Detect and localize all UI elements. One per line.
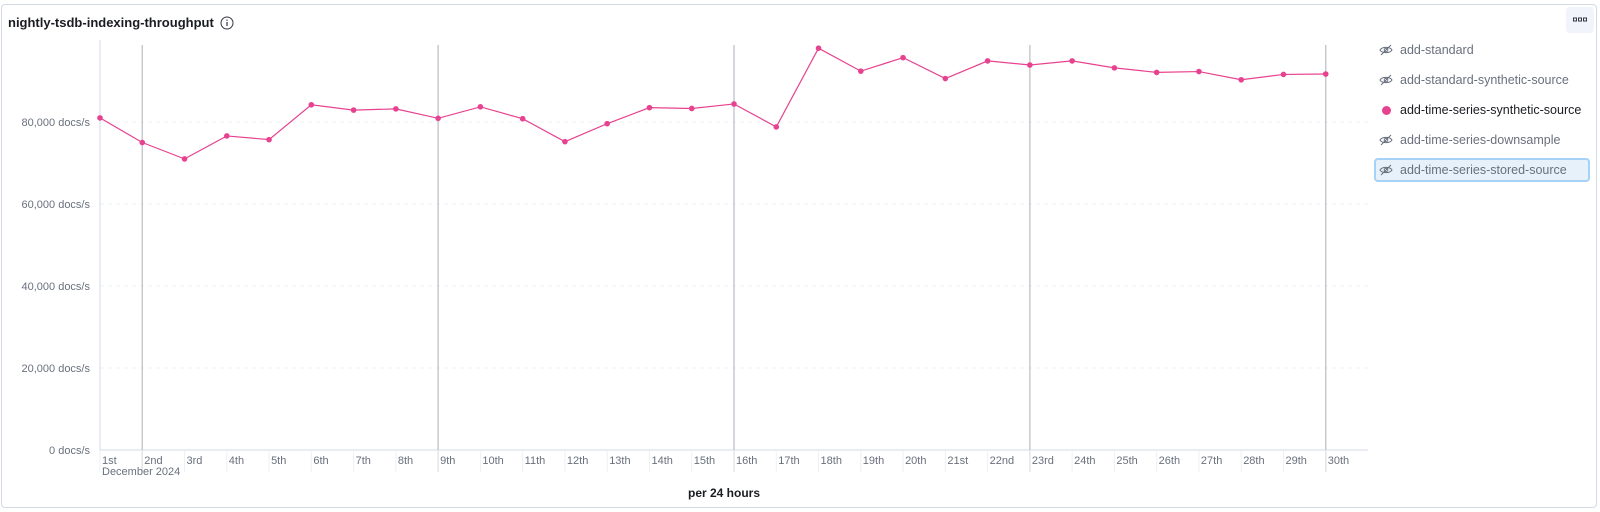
x-tick-label: 6th xyxy=(313,455,328,467)
data-point xyxy=(900,54,906,61)
data-point xyxy=(1322,71,1329,77)
data-point xyxy=(97,115,103,121)
data-point xyxy=(350,107,357,113)
data-point xyxy=(1111,65,1118,71)
info-circle-icon[interactable] xyxy=(220,16,234,30)
eye-closed-icon xyxy=(1378,42,1394,58)
data-point xyxy=(1196,68,1202,75)
x-tick-label: 15th xyxy=(694,455,715,467)
data-point xyxy=(1153,69,1160,76)
x-tick-label: 7th xyxy=(356,455,371,467)
x-tick-label: 11th xyxy=(525,455,546,467)
x-tick-label: 19th xyxy=(863,455,884,467)
y-tick-label: 60,000 docs/s xyxy=(22,199,91,211)
x-tick-label: 14th xyxy=(651,455,672,467)
x-tick-label: 25th xyxy=(1116,455,1137,467)
data-point xyxy=(942,75,949,82)
x-tick-label: 29th xyxy=(1285,455,1306,467)
x-tick-label: 24th xyxy=(1074,455,1095,467)
x-tick-label: 4th xyxy=(229,455,244,467)
series-color-dot-icon xyxy=(1378,102,1394,118)
y-tick-label: 80,000 docs/s xyxy=(22,117,91,129)
x-axis-title: per 24 hours xyxy=(688,486,760,500)
legend-item-label: add-time-series-stored-source xyxy=(1400,163,1567,177)
x-tick-label: 30th xyxy=(1328,455,1349,467)
legend-item[interactable]: add-time-series-downsample xyxy=(1374,128,1590,152)
x-tick-label: 27th xyxy=(1201,455,1222,467)
eye-closed-icon xyxy=(1378,72,1394,88)
x-tick-label: 1st xyxy=(102,455,117,467)
data-point xyxy=(181,156,188,162)
data-point xyxy=(562,138,568,145)
eye-closed-icon xyxy=(1378,132,1394,148)
panel-options-icon[interactable] xyxy=(1566,7,1594,33)
x-tick-label: 21st xyxy=(947,455,968,467)
data-point xyxy=(815,45,822,51)
x-tick-label: 18th xyxy=(821,455,842,467)
x-tick-label: 13th xyxy=(609,455,630,467)
legend-item-label: add-standard-synthetic-source xyxy=(1400,73,1569,87)
legend-item[interactable]: add-standard xyxy=(1374,38,1590,62)
y-tick-label: 0 docs/s xyxy=(49,445,90,457)
data-point xyxy=(1027,62,1033,68)
x-tick-label: 8th xyxy=(398,455,413,467)
x-tick-label: 20th xyxy=(905,455,926,467)
data-point xyxy=(858,68,864,74)
data-point xyxy=(519,115,526,122)
x-tick-label: 12th xyxy=(567,455,588,467)
data-point xyxy=(688,105,695,112)
panel-header: nightly-tsdb-indexing-throughput xyxy=(8,15,234,30)
data-point xyxy=(1238,76,1244,83)
x-tick-label: 5th xyxy=(271,455,286,467)
data-point xyxy=(984,58,991,64)
chart-legend: add-standard add-standard-synthetic-sourc… xyxy=(1374,38,1590,188)
data-point xyxy=(139,139,146,146)
x-month-label: December 2024 xyxy=(102,466,180,478)
data-point xyxy=(224,133,230,139)
x-tick-label: 16th xyxy=(736,455,757,467)
legend-item[interactable]: add-time-series-synthetic-source xyxy=(1374,98,1590,122)
x-tick-label: 23rd xyxy=(1032,455,1054,467)
data-point xyxy=(604,120,610,127)
x-tick-label: 28th xyxy=(1243,455,1264,467)
data-point xyxy=(773,124,780,130)
eye-closed-icon xyxy=(1378,162,1394,178)
visualization-panel: nightly-tsdb-indexing-throughput xyxy=(1,4,1597,508)
data-point xyxy=(308,101,315,108)
x-tick-label: 2nd xyxy=(144,455,162,467)
x-tick-label: 22nd xyxy=(990,455,1014,467)
data-point xyxy=(1069,58,1075,64)
legend-item[interactable]: add-standard-synthetic-source xyxy=(1374,68,1590,92)
x-tick-label: 17th xyxy=(778,455,799,467)
legend-item-label: add-time-series-downsample xyxy=(1400,133,1561,147)
data-point xyxy=(1280,71,1287,78)
series-line xyxy=(99,47,1326,160)
panel-title: nightly-tsdb-indexing-throughput xyxy=(8,15,214,30)
y-tick-label: 20,000 docs/s xyxy=(22,363,91,375)
legend-item-label: add-time-series-synthetic-source xyxy=(1400,103,1582,117)
data-point xyxy=(477,104,484,110)
legend-item-label: add-standard xyxy=(1400,43,1474,57)
y-tick-label: 40,000 docs/s xyxy=(22,281,91,293)
x-tick-label: 9th xyxy=(440,455,455,467)
x-tick-label: 3rd xyxy=(187,455,203,467)
data-point xyxy=(646,104,653,111)
x-tick-label: 26th xyxy=(1159,455,1180,467)
data-point xyxy=(435,115,441,122)
legend-item[interactable]: add-time-series-stored-source xyxy=(1374,158,1590,182)
data-point xyxy=(393,106,399,112)
series-color-dot xyxy=(1381,105,1391,115)
data-point xyxy=(266,136,272,143)
x-tick-label: 10th xyxy=(482,455,503,467)
data-point xyxy=(731,101,737,107)
